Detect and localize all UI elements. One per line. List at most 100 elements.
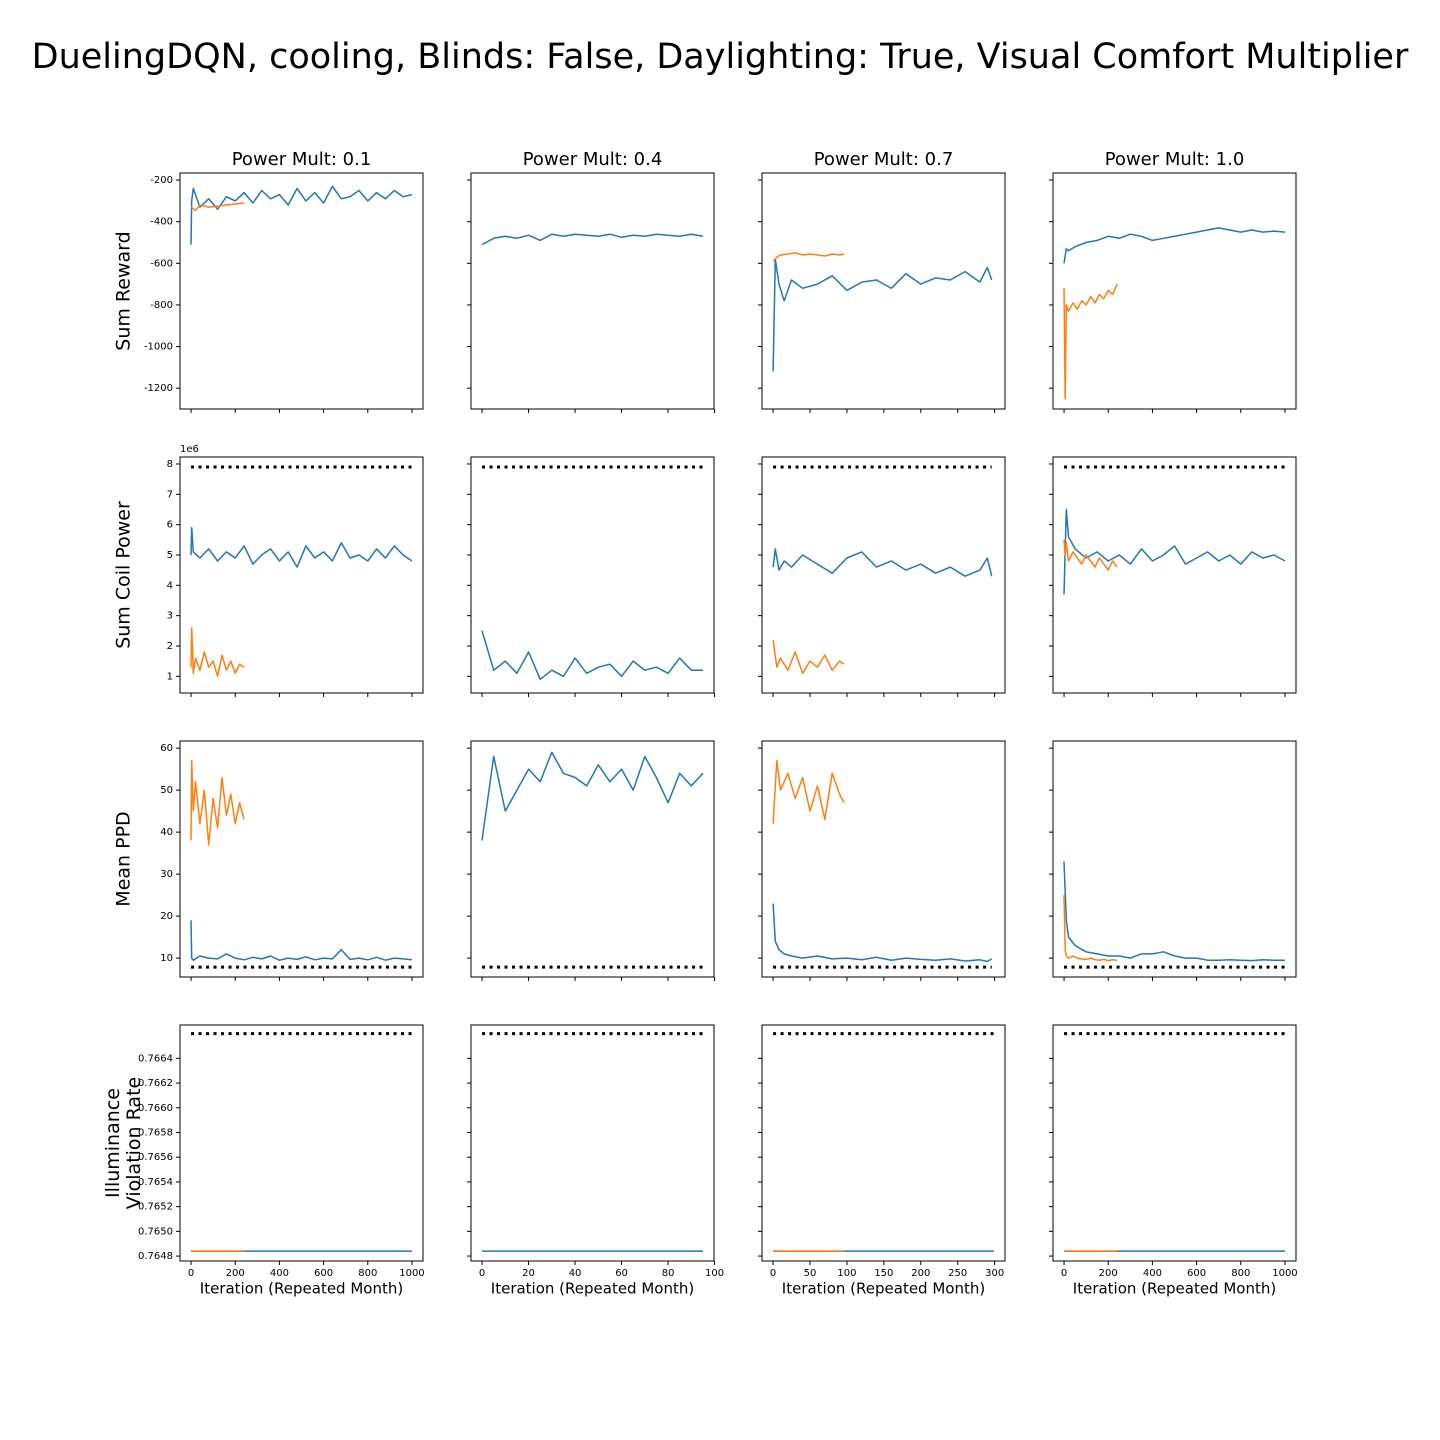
axes-frame [761, 456, 1006, 694]
series-line [190, 759, 245, 846]
subplot-title: Power Mult: 0.4 [523, 149, 663, 170]
y-tick-label: 0.7664 [138, 1053, 173, 1064]
x-tick-label: 0 [479, 1268, 485, 1279]
x-axis-label: Iteration (Repeated Month) [200, 1280, 403, 1298]
y-tick-label: -200 [150, 175, 173, 186]
y-tick-label: 7 [167, 489, 173, 500]
series-line [190, 627, 245, 678]
y-tick-label: 2 [167, 641, 173, 652]
x-tick-label: 200 [226, 1268, 245, 1279]
axes-frame [761, 1024, 1006, 1262]
x-tick-label: 100 [837, 1268, 856, 1279]
x-tick-label: 50 [804, 1268, 817, 1279]
series-line [772, 258, 993, 372]
y-tick-label: 5 [167, 550, 173, 561]
series-line [1063, 861, 1285, 962]
axes-frame [179, 456, 424, 694]
x-tick-label: 80 [662, 1268, 675, 1279]
y-axis-label: Sum Reward [112, 231, 135, 351]
series-line [190, 202, 245, 212]
y-tick-label: 0.7662 [138, 1078, 173, 1089]
x-tick-label: 20 [522, 1268, 535, 1279]
x-tick-label: 300 [985, 1268, 1004, 1279]
x-tick-label: 800 [358, 1268, 377, 1279]
axes-frame [470, 172, 715, 410]
x-tick-label: 200 [1099, 1268, 1118, 1279]
axes-frame [1052, 172, 1297, 410]
figure-title: DuelingDQN, cooling, Blinds: False, Dayl… [32, 37, 1409, 77]
series-line [772, 252, 845, 262]
series-line [1063, 283, 1118, 400]
y-tick-label: -400 [150, 217, 173, 228]
y-tick-label: -600 [150, 258, 173, 269]
axes-frame [470, 456, 715, 694]
series-line [1063, 539, 1118, 571]
y-axis-label: Sum Coil Power [112, 501, 135, 649]
series-line [190, 185, 413, 245]
series-line [190, 526, 413, 568]
y-tick-label: 3 [167, 611, 173, 622]
x-tick-label: 400 [270, 1268, 289, 1279]
x-tick-label: 200 [911, 1268, 930, 1279]
x-tick-label: 400 [1143, 1268, 1162, 1279]
y-tick-label: -800 [150, 300, 173, 311]
series-line [1063, 508, 1286, 595]
y-tick-label: 60 [160, 743, 173, 754]
y-tick-label: 0.7654 [138, 1177, 173, 1188]
axes-frame [179, 740, 424, 978]
x-axis-label: Iteration (Repeated Month) [782, 1280, 985, 1298]
axes-frame [1052, 740, 1297, 978]
x-tick-label: 250 [948, 1268, 967, 1279]
series-line [1063, 227, 1286, 264]
series-line [772, 639, 845, 675]
y-tick-label: 0.7658 [138, 1127, 173, 1138]
axes-frame [179, 172, 424, 410]
axes-frame [470, 740, 715, 978]
series-line [190, 920, 413, 961]
x-tick-label: 0 [1061, 1268, 1067, 1279]
series-line [772, 548, 993, 577]
y-tick-label: -1200 [144, 383, 173, 394]
x-tick-label: 0 [188, 1268, 194, 1279]
y-offset-label: 1e6 [180, 444, 199, 455]
y-tick-label: 0.7648 [138, 1251, 173, 1262]
x-axis-label: Iteration (Repeated Month) [1073, 1280, 1276, 1298]
subplot-title: Power Mult: 1.0 [1105, 149, 1245, 170]
y-tick-label: 6 [167, 520, 173, 531]
x-tick-label: 60 [615, 1268, 628, 1279]
series-line [772, 759, 845, 824]
x-axis-label: Iteration (Repeated Month) [491, 1280, 694, 1298]
y-tick-label: 10 [160, 953, 173, 964]
series-line [1063, 895, 1118, 962]
y-tick-label: 0.7650 [138, 1226, 173, 1237]
x-tick-label: 0 [770, 1268, 776, 1279]
axes-frame [179, 1024, 424, 1262]
y-axis-label: Mean PPD [112, 811, 135, 907]
series-line [481, 630, 703, 681]
series-line [772, 903, 993, 963]
axes-frame [1052, 1024, 1297, 1262]
y-tick-label: 0.7660 [138, 1103, 173, 1114]
y-tick-label: 0.7652 [138, 1202, 173, 1213]
axes-frame [761, 172, 1006, 410]
subplot-title: Power Mult: 0.1 [232, 149, 372, 170]
subplot-title: Power Mult: 0.7 [814, 149, 954, 170]
y-tick-label: -1000 [144, 342, 173, 353]
y-tick-label: 40 [160, 827, 173, 838]
y-tick-label: 8 [167, 459, 173, 470]
x-tick-label: 150 [874, 1268, 893, 1279]
x-tick-label: 1000 [1272, 1268, 1297, 1279]
y-tick-label: 4 [167, 580, 173, 591]
axes-frame [761, 740, 1006, 978]
x-tick-label: 600 [1187, 1268, 1206, 1279]
x-tick-label: 600 [314, 1268, 333, 1279]
y-tick-label: 1 [167, 671, 173, 682]
series-line [481, 233, 704, 246]
y-tick-label: 20 [160, 911, 173, 922]
x-tick-label: 100 [705, 1268, 724, 1279]
y-tick-label: 30 [160, 869, 173, 880]
y-tick-label: 50 [160, 785, 173, 796]
y-axis-label: Illuminance Violation Rate [102, 1076, 145, 1210]
series-line [481, 751, 704, 841]
